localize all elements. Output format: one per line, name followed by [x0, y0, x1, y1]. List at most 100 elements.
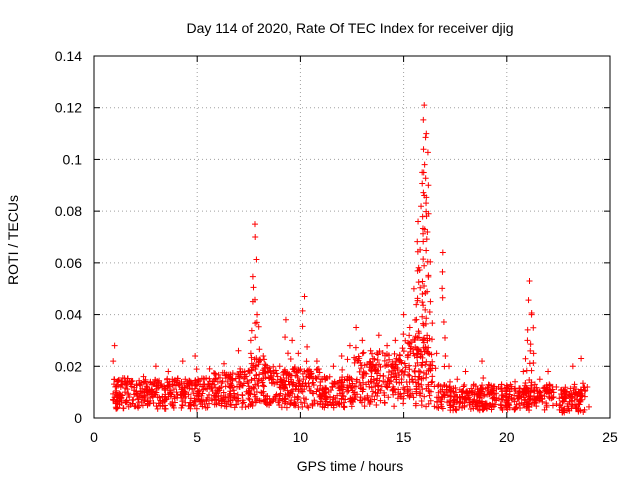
data-point — [459, 394, 466, 401]
data-point — [340, 393, 347, 400]
data-point — [508, 395, 515, 402]
data-point — [326, 373, 333, 380]
data-point — [370, 376, 377, 383]
data-point — [439, 285, 446, 292]
data-point — [409, 337, 416, 344]
data-point — [307, 387, 314, 394]
data-point — [418, 402, 425, 409]
data-point — [385, 394, 392, 401]
data-point — [431, 383, 438, 390]
data-point — [480, 375, 487, 382]
data-point — [374, 392, 381, 399]
data-point — [191, 402, 198, 409]
data-point — [257, 357, 264, 364]
data-point — [195, 376, 202, 383]
data-point — [461, 402, 468, 409]
data-point — [380, 373, 387, 380]
data-point — [448, 393, 455, 400]
data-point — [283, 404, 290, 411]
data-point — [450, 407, 457, 414]
data-point — [482, 400, 489, 407]
data-point — [561, 389, 568, 396]
data-point — [575, 408, 582, 415]
data-point — [168, 391, 175, 398]
data-point — [500, 393, 507, 400]
data-point — [413, 316, 420, 323]
data-point — [400, 390, 407, 397]
data-point — [285, 350, 292, 357]
y-tick-label: 0.1 — [63, 151, 83, 167]
data-point — [346, 342, 353, 349]
data-point — [146, 394, 153, 401]
data-point — [299, 370, 306, 377]
data-point — [402, 337, 409, 344]
data-point — [243, 373, 250, 380]
data-point — [115, 377, 122, 384]
data-point — [348, 403, 355, 410]
y-axis-title: ROTI / TECUs — [5, 195, 21, 285]
data-point — [440, 318, 447, 325]
data-point — [385, 361, 392, 368]
data-point — [117, 383, 124, 390]
data-point — [369, 393, 376, 400]
data-point — [229, 384, 236, 391]
data-point — [139, 394, 146, 401]
data-point — [330, 396, 337, 403]
data-point — [170, 386, 177, 393]
data-point — [357, 394, 364, 401]
data-point — [368, 373, 375, 380]
data-point — [585, 403, 592, 410]
data-point — [504, 383, 511, 390]
data-point — [512, 378, 519, 385]
data-point — [303, 383, 310, 390]
data-point — [487, 389, 494, 396]
data-point — [515, 393, 522, 400]
data-point — [479, 382, 486, 389]
data-point — [454, 376, 461, 383]
data-point — [502, 387, 509, 394]
data-point — [420, 238, 427, 245]
data-point — [265, 368, 272, 375]
data-point — [137, 390, 144, 397]
data-point — [223, 371, 230, 378]
data-point — [323, 385, 330, 392]
data-point — [226, 391, 233, 398]
data-point — [261, 361, 268, 368]
data-point — [110, 390, 117, 397]
data-point — [428, 336, 435, 343]
data-point — [519, 388, 526, 395]
data-point — [392, 370, 399, 377]
data-point — [366, 360, 373, 367]
data-point — [196, 397, 203, 404]
data-point — [471, 391, 478, 398]
data-point — [420, 256, 427, 263]
data-point — [528, 311, 535, 318]
grid — [94, 56, 610, 418]
data-point — [378, 383, 385, 390]
data-point — [256, 356, 263, 363]
x-tick-label: 10 — [293, 429, 309, 445]
data-point — [205, 382, 212, 389]
data-point — [559, 397, 566, 404]
data-point — [556, 406, 563, 413]
data-point — [340, 381, 347, 388]
data-point — [340, 403, 347, 410]
data-point — [255, 323, 262, 330]
data-point — [293, 383, 300, 390]
data-point — [305, 404, 312, 411]
data-point — [218, 379, 225, 386]
data-point — [213, 401, 220, 408]
data-point — [526, 277, 533, 284]
data-point — [421, 226, 428, 233]
data-point — [206, 375, 213, 382]
data-point — [415, 279, 422, 286]
data-point — [461, 382, 468, 389]
data-point — [113, 399, 120, 406]
data-point — [479, 358, 486, 365]
data-point — [246, 396, 253, 403]
data-point — [565, 405, 572, 412]
data-point — [170, 378, 177, 385]
data-point — [352, 356, 359, 363]
data-point — [227, 375, 234, 382]
data-point — [526, 376, 533, 383]
